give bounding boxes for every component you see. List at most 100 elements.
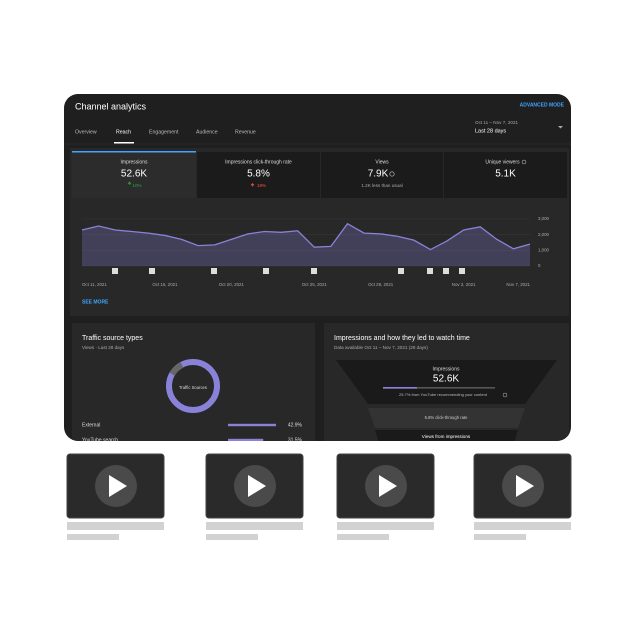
y-tick-label: 0 bbox=[538, 263, 541, 268]
card-value: 7.9K bbox=[368, 169, 389, 180]
x-tick-label: Oct 20, 2021 bbox=[219, 282, 245, 287]
video-marker[interactable] bbox=[211, 268, 217, 274]
video-thumbnails bbox=[66, 453, 572, 540]
impressions-subtitle: Data available Oct 11 – Nov 7, 2021 (28 … bbox=[334, 345, 428, 350]
y-tick-label: 2,000 bbox=[538, 232, 550, 237]
tab[interactable]: Reach bbox=[116, 129, 131, 135]
tab[interactable]: Revenue bbox=[235, 129, 256, 135]
play-icon[interactable] bbox=[109, 475, 127, 497]
line bbox=[81, 222, 531, 251]
page-title: Channel analytics bbox=[75, 101, 147, 111]
video-marker[interactable] bbox=[459, 268, 465, 274]
impressions-title: Impressions and how they led to watch ti… bbox=[334, 335, 470, 342]
traffic-panel bbox=[72, 323, 315, 441]
tab[interactable]: Overview bbox=[75, 129, 97, 135]
info-icon[interactable] bbox=[389, 171, 395, 177]
period[interactable]: Last 28 days bbox=[475, 128, 506, 134]
x-tick-label: Nov 7, 2021 bbox=[506, 282, 530, 287]
source-bar bbox=[228, 438, 264, 441]
card-delta: 10% bbox=[132, 183, 141, 188]
area bbox=[82, 223, 530, 266]
advanced-mode[interactable]: ADVANCED MODE bbox=[520, 102, 565, 108]
down-arrow bbox=[250, 183, 255, 187]
thumbnail[interactable] bbox=[66, 453, 165, 540]
card-delta: 18% bbox=[257, 183, 266, 188]
card-value: 5.1K bbox=[495, 169, 516, 180]
play-icon[interactable] bbox=[516, 475, 534, 497]
title-placeholder bbox=[337, 522, 434, 530]
tabs: Overview Reach Engagement Audience Revenue bbox=[75, 129, 256, 144]
video-marker[interactable] bbox=[263, 268, 269, 274]
progress-track bbox=[383, 387, 495, 389]
card-note: 1.2K less than usual bbox=[361, 183, 402, 188]
video-marker[interactable] bbox=[398, 268, 404, 274]
video-marker[interactable] bbox=[149, 268, 155, 274]
funnel-middle bbox=[368, 408, 525, 428]
card-value: 52.6K bbox=[121, 169, 147, 180]
play-icon[interactable] bbox=[248, 475, 266, 497]
traffic-rows: External 42.9% YouTube search 31.5% bbox=[82, 422, 303, 443]
video-marker[interactable] bbox=[443, 268, 449, 274]
recommend-text: 25.7% from YouTube recommending your con… bbox=[399, 392, 488, 397]
title-placeholder bbox=[474, 522, 571, 530]
views-text: Views from impressions bbox=[422, 434, 471, 439]
source-name: YouTube search bbox=[82, 437, 118, 443]
play-icon[interactable] bbox=[379, 475, 397, 497]
tab[interactable]: Engagement bbox=[149, 129, 179, 135]
traffic-subtitle: Views · Last 28 days bbox=[82, 345, 125, 350]
meta-placeholder bbox=[206, 534, 258, 540]
y-tick-label: 3,000 bbox=[538, 216, 550, 221]
meta-placeholder bbox=[474, 534, 526, 540]
card-bg[interactable] bbox=[444, 152, 567, 198]
card-bg[interactable] bbox=[321, 152, 443, 198]
funnel-bottom bbox=[375, 430, 518, 441]
funnel-label: Impressions bbox=[433, 366, 460, 372]
tab[interactable]: Audience bbox=[196, 129, 218, 135]
card-value: 5.8% bbox=[247, 169, 270, 180]
ctr-text: 5.8% click-through rate bbox=[425, 415, 468, 420]
card-label: Impressions bbox=[121, 159, 148, 165]
active-card-indicator bbox=[72, 151, 196, 153]
see-more[interactable]: SEE MORE bbox=[82, 299, 109, 305]
video-marker[interactable] bbox=[427, 268, 433, 274]
card-bg[interactable] bbox=[197, 152, 320, 198]
x-tick-label: Oct 11, 2021 bbox=[82, 282, 107, 287]
card-label: Unique viewers bbox=[485, 159, 520, 165]
up-arrow bbox=[127, 181, 132, 185]
x-tick-label: Oct 25, 2021 bbox=[302, 282, 328, 287]
donut-segment bbox=[169, 362, 184, 376]
funnel-value: 52.6K bbox=[433, 374, 459, 385]
traffic-title: Traffic source types bbox=[82, 335, 143, 342]
reach-chart: 0 1,000 2,000 3,000 Oct 11, 2021 Oct 16, 2021… bbox=[81, 216, 550, 287]
card-label: Views bbox=[375, 159, 389, 165]
y-tick-label: 1,000 bbox=[538, 247, 550, 252]
active-tab-indicator bbox=[114, 142, 134, 144]
thumbnail[interactable] bbox=[336, 453, 435, 540]
x-tick-label: Oct 29, 2021 bbox=[368, 282, 394, 287]
x-tick-label: Nov 3, 2021 bbox=[452, 282, 476, 287]
thumbnail[interactable] bbox=[205, 453, 304, 540]
card-bg[interactable] bbox=[72, 152, 196, 198]
date-range[interactable]: Oct 11 – Nov 7, 2021 bbox=[475, 120, 519, 125]
card-label: Impressions click-through rate bbox=[225, 159, 292, 165]
x-tick-label: Oct 16, 2021 bbox=[152, 282, 178, 287]
title-placeholder bbox=[206, 522, 303, 530]
funnel-top bbox=[336, 360, 557, 404]
dropdown-arrow[interactable] bbox=[558, 126, 563, 129]
source-value: 31.5% bbox=[288, 437, 303, 443]
video-markers bbox=[112, 268, 465, 274]
analytics-panel: Channel analytics ADVANCED MODE Oct 11 –… bbox=[64, 94, 571, 443]
thumbnail[interactable] bbox=[473, 453, 572, 540]
video-marker[interactable] bbox=[112, 268, 118, 274]
info-icon[interactable] bbox=[521, 159, 527, 165]
progress-fill bbox=[383, 387, 417, 389]
donut bbox=[166, 359, 220, 413]
video-marker[interactable] bbox=[311, 268, 317, 274]
info-icon[interactable] bbox=[502, 392, 508, 398]
source-name: External bbox=[82, 422, 100, 428]
title-placeholder bbox=[67, 522, 164, 530]
source-value: 42.9% bbox=[288, 422, 303, 428]
meta-placeholder bbox=[337, 534, 389, 540]
